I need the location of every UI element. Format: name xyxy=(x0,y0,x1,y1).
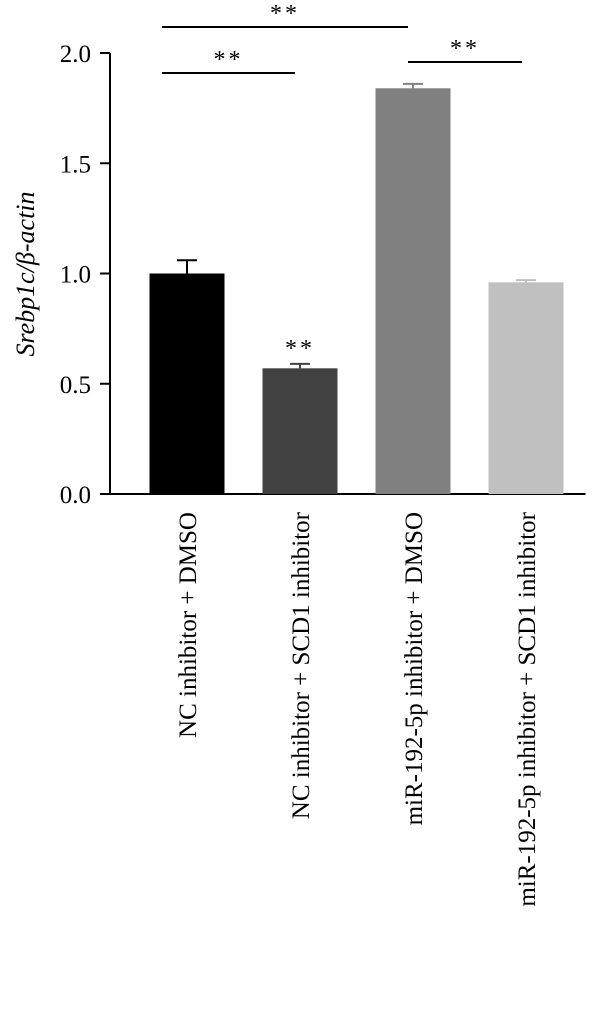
bar xyxy=(149,273,225,494)
y-tick-label: 1.0 xyxy=(60,262,91,289)
significance-label: ** xyxy=(450,36,480,62)
bar xyxy=(262,368,338,494)
bars xyxy=(149,88,564,494)
significance-label: ** xyxy=(285,336,315,362)
significance-annotations: ** ** ** ** xyxy=(162,1,522,362)
y-tick-label: 0.5 xyxy=(60,372,91,399)
y-tick-label: 1.5 xyxy=(60,151,91,178)
error-bars xyxy=(177,82,536,369)
category-label: miR-192-5p inhibitor + DMSO xyxy=(401,512,428,825)
bar xyxy=(488,282,564,494)
significance-label: ** xyxy=(270,1,300,27)
bar xyxy=(375,88,451,494)
category-label: miR-192-5p inhibitor + SCD1 inhibitor xyxy=(514,511,541,906)
significance-label: ** xyxy=(214,47,244,73)
category-label: NC inhibitor + SCD1 inhibitor xyxy=(288,511,315,819)
y-axis-label: Srebp1c/β-actin xyxy=(11,191,40,356)
y-tick-label: 2.0 xyxy=(60,41,91,68)
category-label: NC inhibitor + DMSO xyxy=(175,512,202,738)
y-tick-label: 0.0 xyxy=(60,482,91,509)
x-axis-categories: NC inhibitor + DMSO NC inhibitor + SCD1 i… xyxy=(175,511,541,906)
